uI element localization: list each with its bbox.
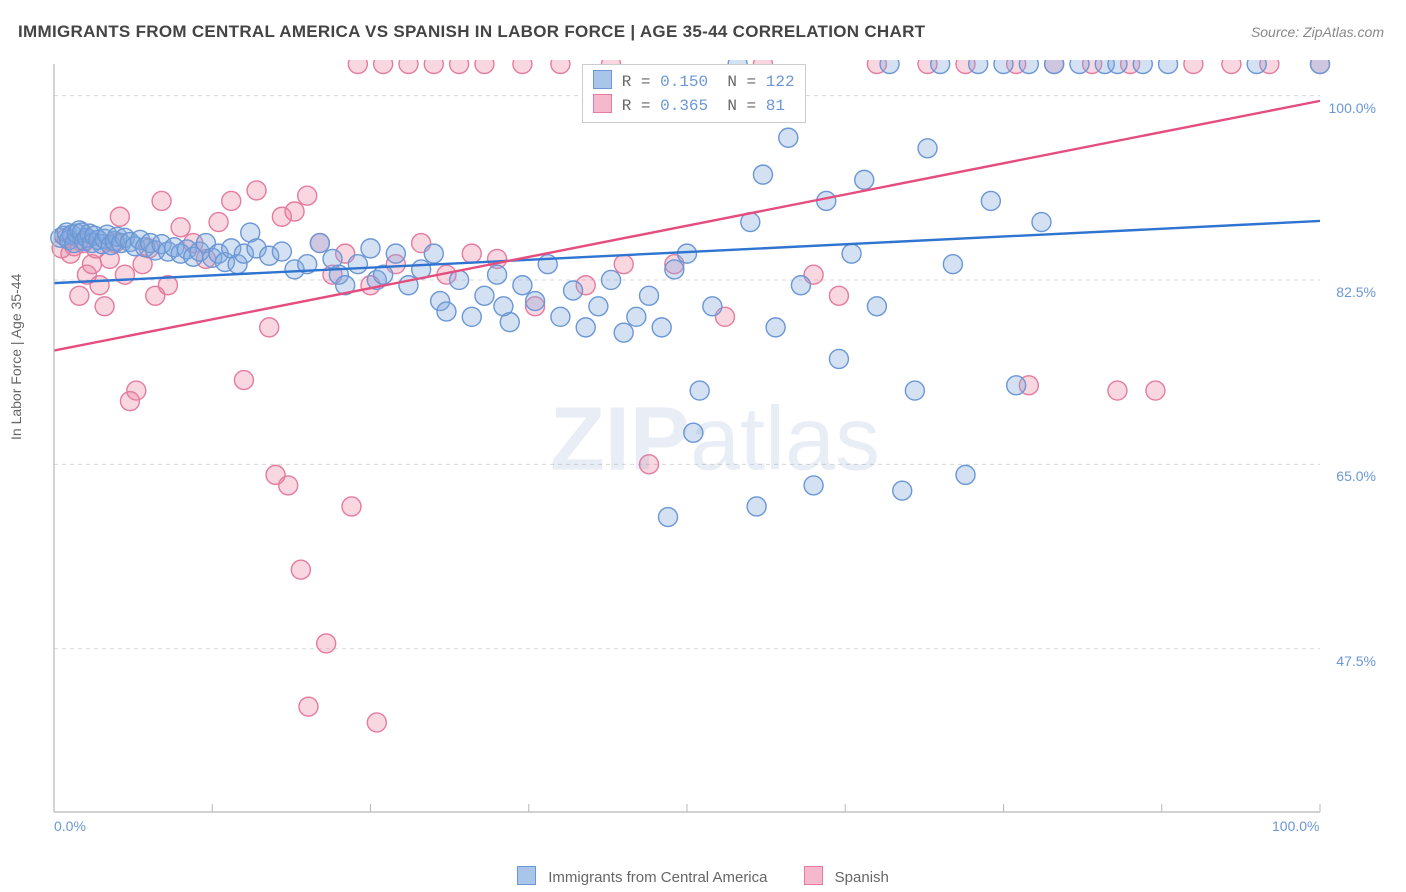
legend-swatch-central-america [517, 866, 536, 885]
y-tick-label: 47.5% [1336, 653, 1376, 669]
legend-swatch-spanish [804, 866, 823, 885]
x-tick-label: 100.0% [1272, 818, 1319, 834]
correlation-legend: R = 0.150 N = 122R = 0.365 N = 81 [582, 64, 806, 123]
x-tick-label: 0.0% [54, 818, 86, 834]
legend-label-spanish: Spanish [835, 869, 889, 886]
y-tick-label: 82.5% [1336, 284, 1376, 300]
legend-row: R = 0.150 N = 122 [593, 70, 795, 94]
legend-swatch [593, 70, 612, 89]
legend-row: R = 0.365 N = 81 [593, 94, 795, 118]
legend-item-spanish: Spanish [804, 866, 889, 886]
source-citation: Source: ZipAtlas.com [1251, 24, 1384, 40]
chart-area: ZIPatlas R = 0.150 N = 122R = 0.365 N = … [50, 60, 1380, 820]
legend-item-central-america: Immigrants from Central America [517, 866, 767, 886]
y-tick-label: 65.0% [1336, 468, 1376, 484]
legend-swatch [593, 94, 612, 113]
scatter-chart-svg [50, 60, 1380, 820]
chart-title: IMMIGRANTS FROM CENTRAL AMERICA VS SPANI… [18, 22, 925, 42]
y-axis-label: In Labor Force | Age 35-44 [8, 274, 24, 440]
legend-label-central-america: Immigrants from Central America [548, 869, 767, 886]
y-tick-label: 100.0% [1329, 100, 1376, 116]
series-legend: Immigrants from Central America Spanish [0, 866, 1406, 886]
